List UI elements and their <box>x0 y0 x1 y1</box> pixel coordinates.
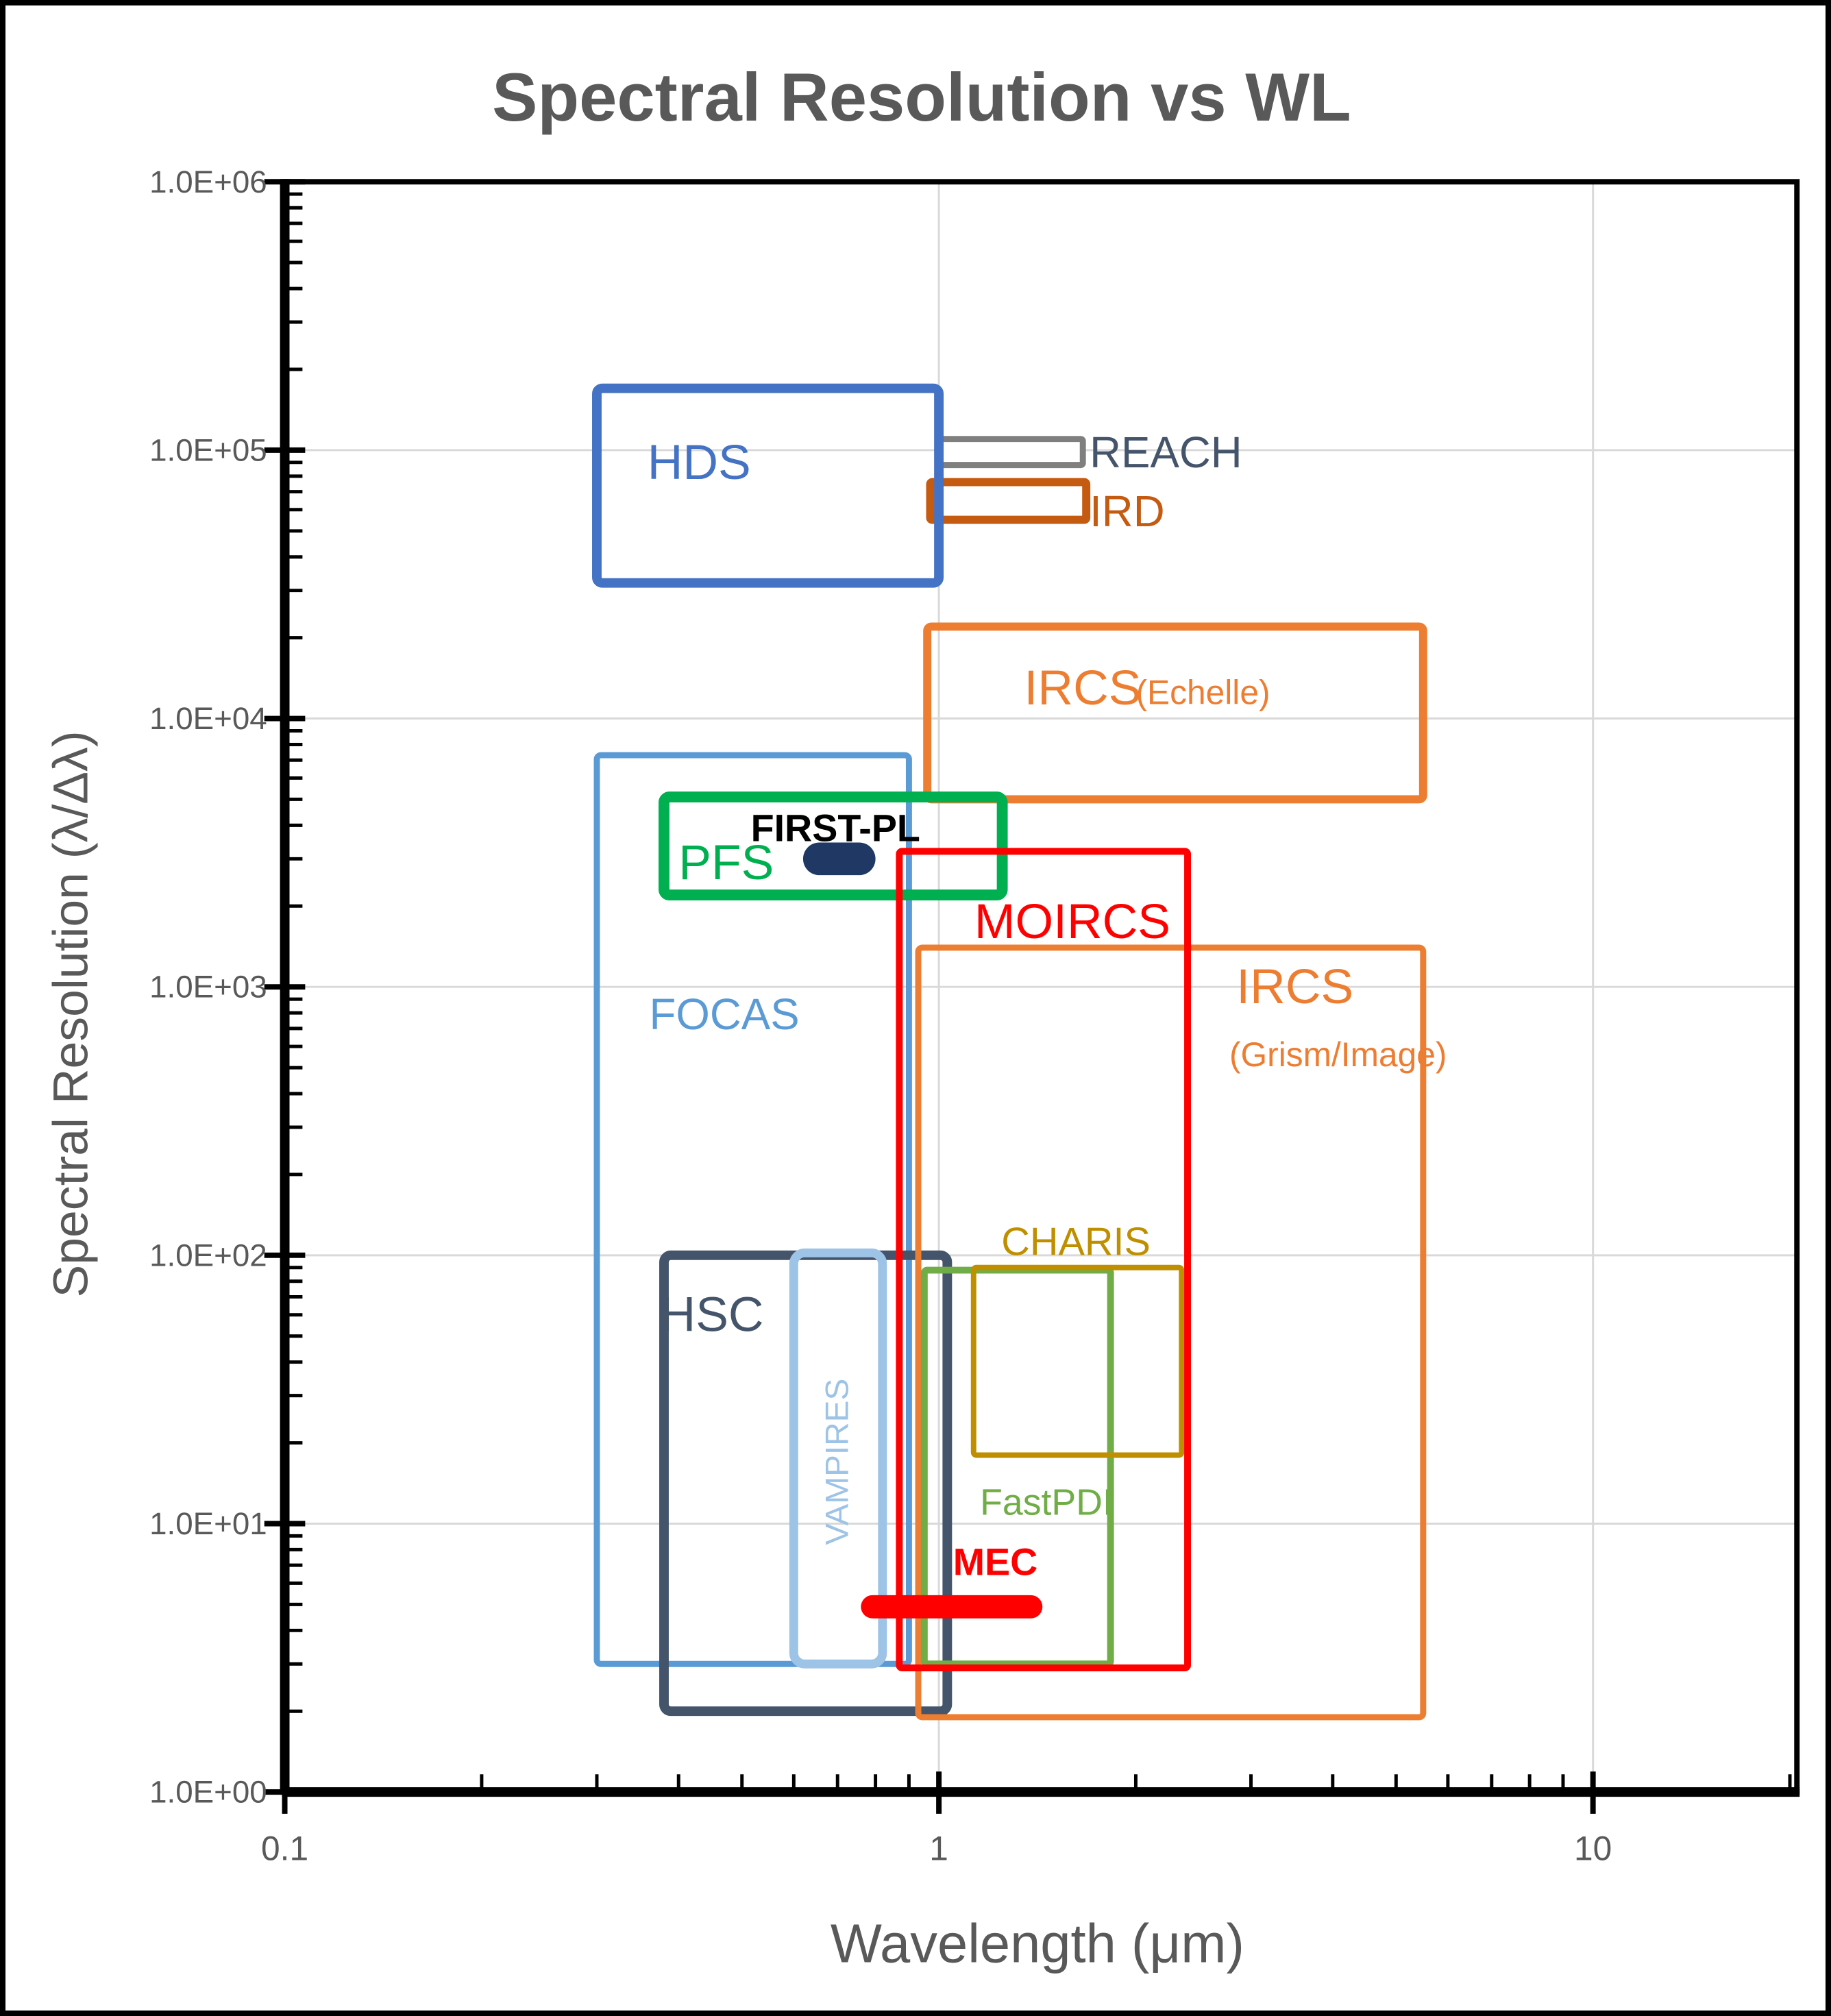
instrument-box-focas <box>593 752 912 1667</box>
chart-title: Spectral Resolution vs WL <box>492 60 1351 136</box>
instrument-box-pfs <box>659 791 1008 901</box>
x-tick-label-0.1: 0.1 <box>261 1830 308 1868</box>
instrument-box-vampires <box>789 1248 887 1669</box>
y-tick-label-1.0E+03: 1.0E+03 <box>149 970 267 1005</box>
y-tick-label-1.0E+02: 1.0E+02 <box>149 1238 267 1273</box>
instrument-label-mec: MEC <box>953 1540 1038 1583</box>
instrument-box-ird <box>926 478 1091 524</box>
y-tick-label-1.0E+04: 1.0E+04 <box>149 701 267 736</box>
instrument-label-hds: HDS <box>648 435 751 490</box>
instrument-bar-mec <box>861 1595 1043 1619</box>
instrument-label-pfs: PFS <box>678 835 774 890</box>
y-axis-title: Spectral Resolution (λ/Δλ) <box>43 730 98 1297</box>
instrument-box-ircs-echelle <box>923 622 1427 804</box>
plot-generated-layer: 0.1 1 10 1.0E+00 1.0E+01 1.0E+02 1.0E+03 1.0E+0… <box>149 164 1800 1868</box>
instrument-box-charis <box>970 1264 1185 1458</box>
instrument-label-ircs-echelle-1: (Echelle) <box>1135 674 1270 712</box>
instrument-bar-first-pl <box>802 842 876 876</box>
instrument-label-vampires: VAMPIRES <box>820 1379 856 1545</box>
instrument-label-focas: FOCAS <box>650 990 800 1039</box>
instrument-label-fastpdi: FastPDI <box>980 1482 1113 1523</box>
instrument-box-moircs <box>896 848 1192 1671</box>
chart-svg: 0.1 1 10 1.0E+00 1.0E+01 1.0E+02 1.0E+03 1.0E+0… <box>43 60 1800 1974</box>
instrument-box-ircs-grism <box>915 944 1427 1721</box>
y-tick-label-1.0E+00: 1.0E+00 <box>149 1775 267 1810</box>
instrument-label-ircs-grism: IRCS <box>1236 959 1353 1014</box>
y-tick-label-1.0E+05: 1.0E+05 <box>149 432 267 467</box>
instrument-label-ircs-grism-1: (Grism/Image) <box>1229 1035 1447 1074</box>
y-tick-label-1.0E+06: 1.0E+06 <box>149 164 267 199</box>
instrument-box-reach <box>935 436 1086 469</box>
instrument-label-hsc: HSC <box>661 1288 764 1342</box>
instrument-label-moircs: MOIRCS <box>974 894 1170 949</box>
x-tick-label-10: 10 <box>1574 1830 1612 1868</box>
instrument-label-reach: REACH <box>1090 428 1242 477</box>
instrument-label-ircs-echelle: IRCS <box>1024 661 1142 715</box>
y-tick-label-1.0E+01: 1.0E+01 <box>149 1506 267 1541</box>
instrument-box-hds <box>592 383 944 588</box>
x-axis-title: Wavelength (μm) <box>831 1913 1244 1974</box>
instrument-label-charis: CHARIS <box>1001 1220 1151 1264</box>
instrument-label-ird: IRD <box>1090 487 1165 536</box>
x-tick-label-1: 1 <box>929 1830 948 1868</box>
instrument-label-first-pl: FIRST-PL <box>751 807 920 850</box>
